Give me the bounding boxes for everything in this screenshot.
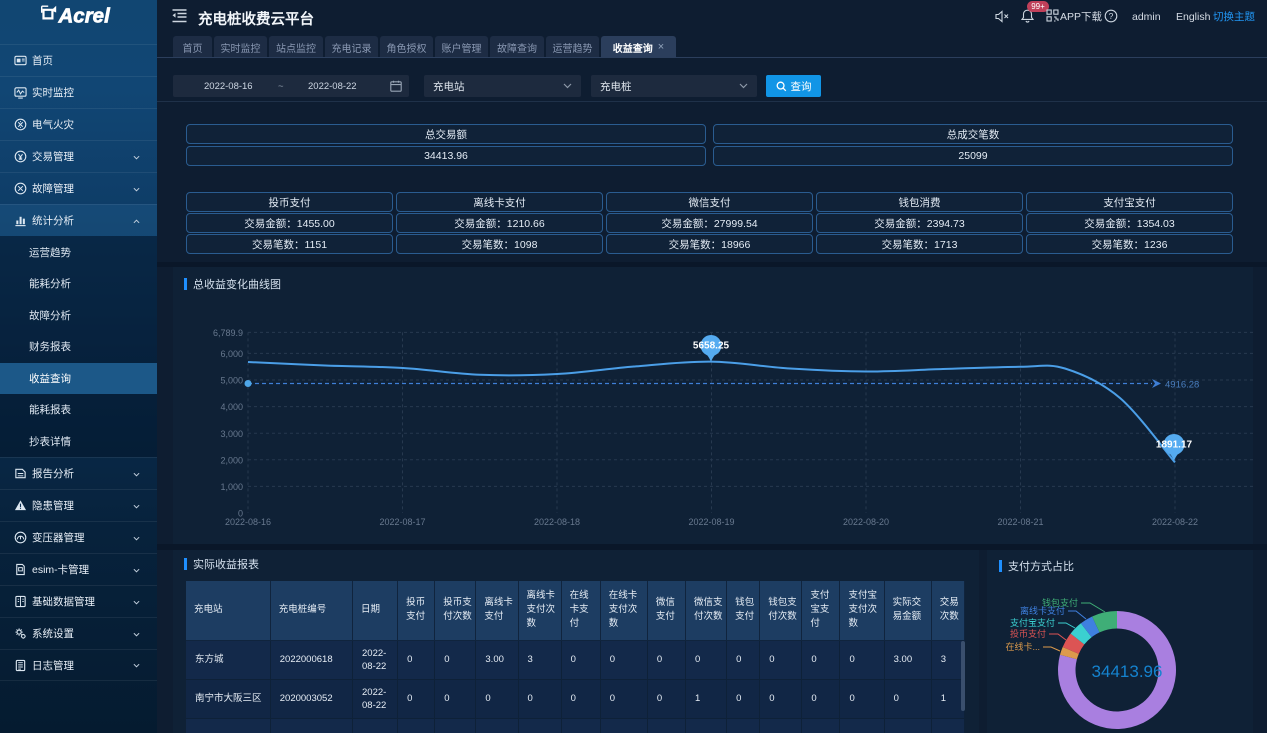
svg-text:3,000: 3,000 xyxy=(220,429,243,439)
svg-text:支付宝支付: 支付宝支付 xyxy=(1010,617,1055,628)
svg-text:2022-08-17: 2022-08-17 xyxy=(379,517,425,527)
svg-text:6,789.9: 6,789.9 xyxy=(213,328,243,338)
svg-text:钱包支付: 钱包支付 xyxy=(1042,597,1078,608)
svg-text:1,000: 1,000 xyxy=(220,482,243,492)
svg-text:4,000: 4,000 xyxy=(220,402,243,412)
svg-text:1891.17: 1891.17 xyxy=(1156,440,1193,451)
svg-text:0: 0 xyxy=(238,509,243,519)
svg-text:6,000: 6,000 xyxy=(220,349,243,359)
svg-text:2022-08-19: 2022-08-19 xyxy=(688,517,734,527)
svg-text:在线卡...: 在线卡... xyxy=(1005,641,1040,652)
svg-text:4916.28: 4916.28 xyxy=(1165,380,1199,391)
svg-text:5658.25: 5658.25 xyxy=(693,341,730,352)
svg-text:2022-08-22: 2022-08-22 xyxy=(1152,517,1198,527)
svg-text:?: ? xyxy=(1109,11,1114,21)
svg-text:2,000: 2,000 xyxy=(220,455,243,465)
svg-text:投币支付: 投币支付 xyxy=(1010,628,1046,639)
svg-text:2022-08-18: 2022-08-18 xyxy=(534,517,580,527)
svg-text:5,000: 5,000 xyxy=(220,376,243,386)
svg-text:离线卡支付: 离线卡支付 xyxy=(1020,605,1065,616)
svg-text:2022-08-21: 2022-08-21 xyxy=(997,517,1043,527)
svg-text:Acrel: Acrel xyxy=(58,5,112,27)
svg-text:2022-08-20: 2022-08-20 xyxy=(843,517,889,527)
svg-text:2022-08-16: 2022-08-16 xyxy=(225,517,271,527)
svg-text:34413.96: 34413.96 xyxy=(1092,662,1163,681)
